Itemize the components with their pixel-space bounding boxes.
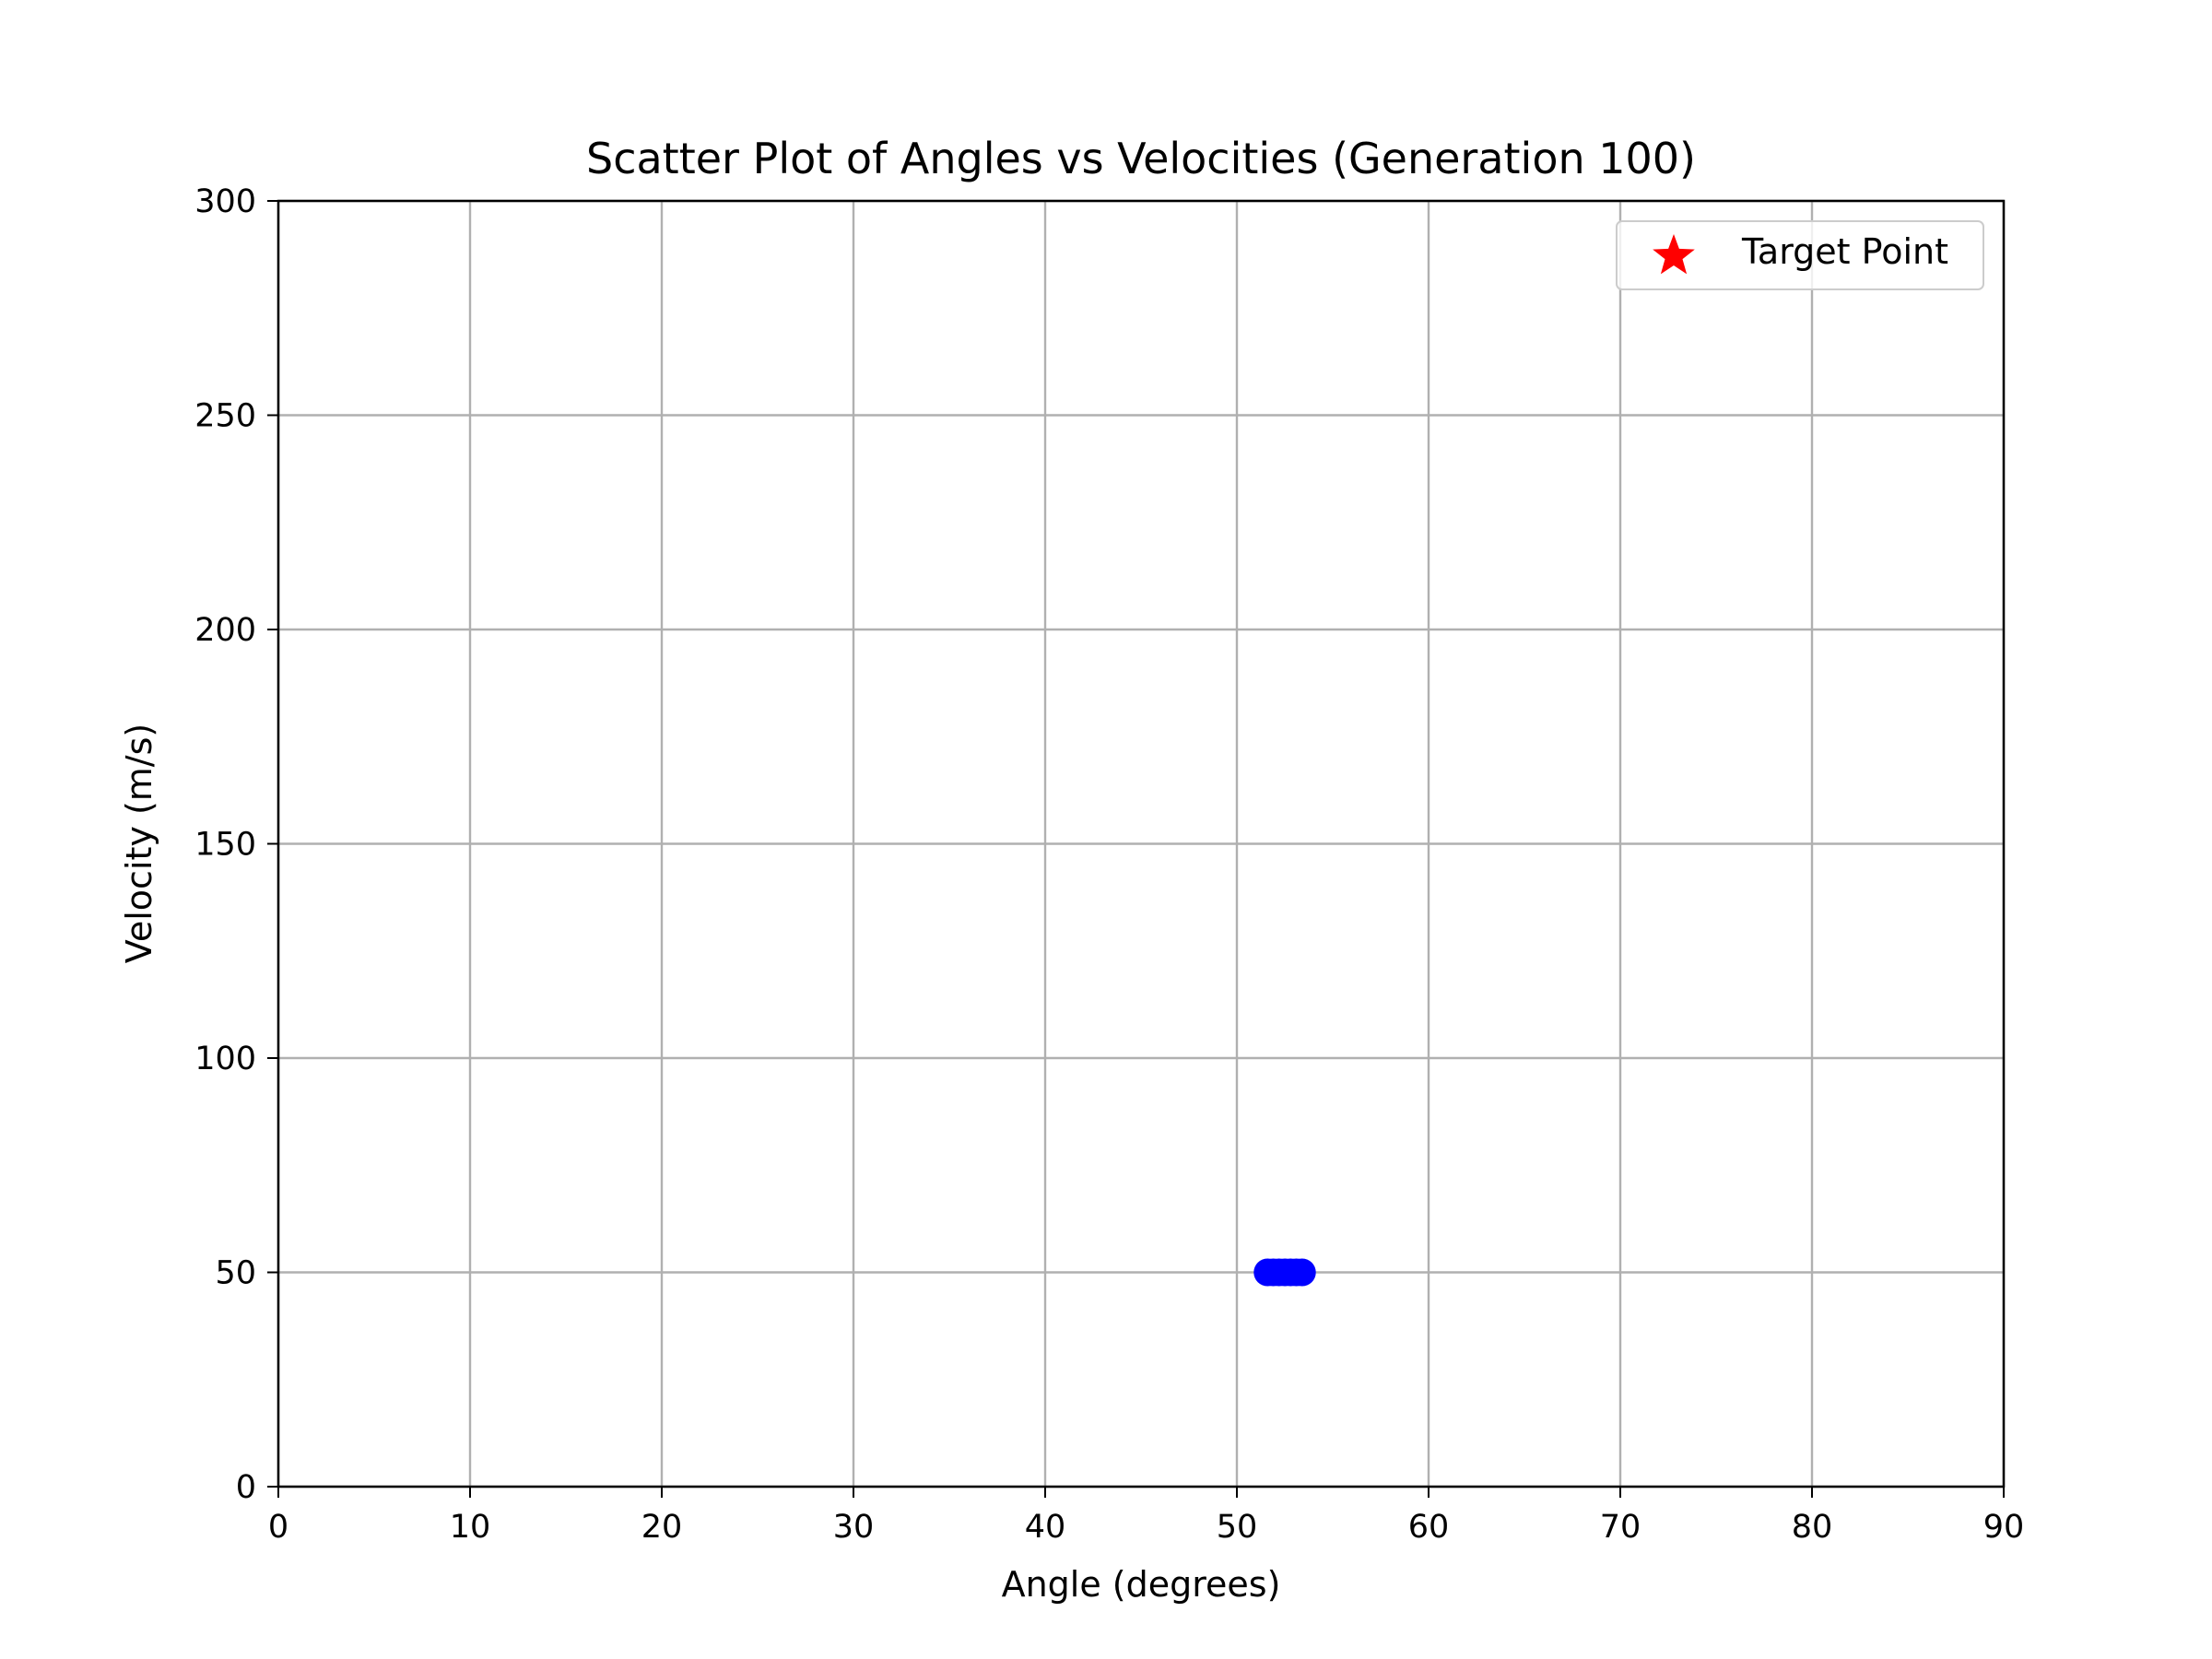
y-tick-label: 0 (236, 1469, 256, 1506)
x-tick-label: 20 (641, 1509, 683, 1546)
axis-ticks: 0 10 20 30 40 50 60 70 80 90 0 50 100 150 200 250 300 (194, 183, 2024, 1546)
x-tick-label: 10 (450, 1509, 491, 1546)
x-tick-label: 30 (833, 1509, 875, 1546)
data-marks (1253, 1258, 1316, 1287)
chart-title: Scatter Plot of Angles vs Velocities (Ge… (586, 134, 1696, 183)
legend-star-icon (1653, 234, 1695, 275)
legend: Target Point (1616, 220, 1984, 290)
data-point (1288, 1258, 1316, 1287)
x-tick-label: 0 (268, 1509, 288, 1546)
x-tick-label: 70 (1600, 1509, 1641, 1546)
y-tick-label: 200 (194, 612, 256, 649)
x-tick-label: 80 (1792, 1509, 1833, 1546)
y-tick-label: 250 (194, 398, 256, 435)
x-tick-label: 90 (1983, 1509, 2025, 1546)
y-tick-label: 300 (194, 183, 256, 220)
y-tick-label: 100 (194, 1041, 256, 1077)
y-tick-label: 150 (194, 827, 256, 864)
x-tick-label: 50 (1217, 1509, 1258, 1546)
legend-label-target-point: Target Point (1741, 231, 1948, 272)
x-axis-title: Angle (degrees) (1002, 1564, 1281, 1605)
x-tick-label: 40 (1025, 1509, 1066, 1546)
legend-box (1616, 220, 1984, 290)
x-tick-label: 60 (1408, 1509, 1450, 1546)
y-tick-label: 50 (215, 1255, 256, 1292)
y-axis-title: Velocity (m/s) (119, 724, 159, 963)
